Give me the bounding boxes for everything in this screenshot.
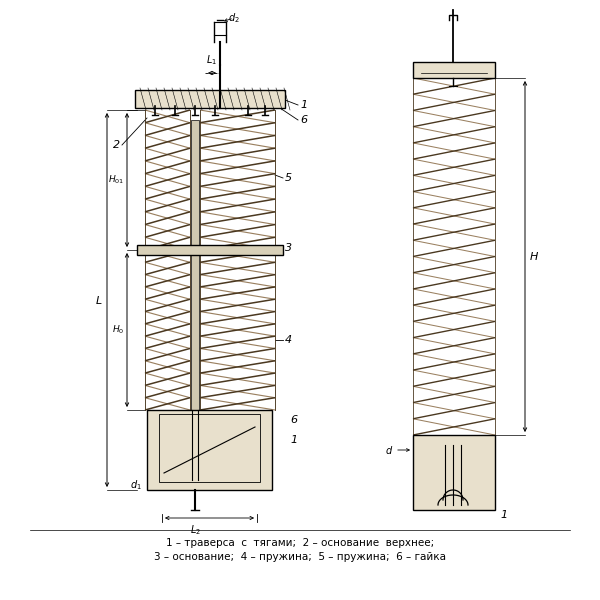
- Text: 1: 1: [500, 510, 507, 520]
- Text: $d_1$: $d_1$: [130, 478, 142, 492]
- Bar: [135, 90, 285, 108]
- Text: 2: 2: [113, 140, 120, 150]
- Text: $H$: $H$: [529, 250, 539, 262]
- Text: $H_0$: $H_0$: [112, 324, 124, 336]
- Bar: [191, 120, 199, 415]
- Text: 1 – траверса  с  тягами;  2 – основание  верхнее;: 1 – траверса с тягами; 2 – основание вер…: [166, 538, 434, 548]
- Bar: [159, 414, 260, 482]
- Text: 6: 6: [300, 115, 307, 125]
- Text: 4: 4: [285, 335, 292, 345]
- Text: 3 – основание;  4 – пружина;  5 – пружина;  6 – гайка: 3 – основание; 4 – пружина; 5 – пружина;…: [154, 552, 446, 562]
- Text: 5: 5: [285, 173, 292, 183]
- Text: $H_{01}$: $H_{01}$: [108, 174, 124, 186]
- Text: $L$: $L$: [95, 294, 103, 306]
- Text: $d$: $d$: [385, 444, 393, 456]
- Bar: [413, 435, 495, 510]
- Bar: [137, 245, 283, 255]
- Bar: [413, 62, 495, 78]
- Text: 3: 3: [285, 243, 292, 253]
- Text: 6: 6: [290, 415, 297, 425]
- Text: $L_1$: $L_1$: [206, 53, 218, 67]
- Text: $d_2$: $d_2$: [228, 11, 240, 25]
- Text: 1: 1: [290, 435, 297, 445]
- Text: 1: 1: [300, 100, 307, 110]
- Text: $L_2$: $L_2$: [190, 523, 200, 537]
- Bar: [147, 410, 272, 490]
